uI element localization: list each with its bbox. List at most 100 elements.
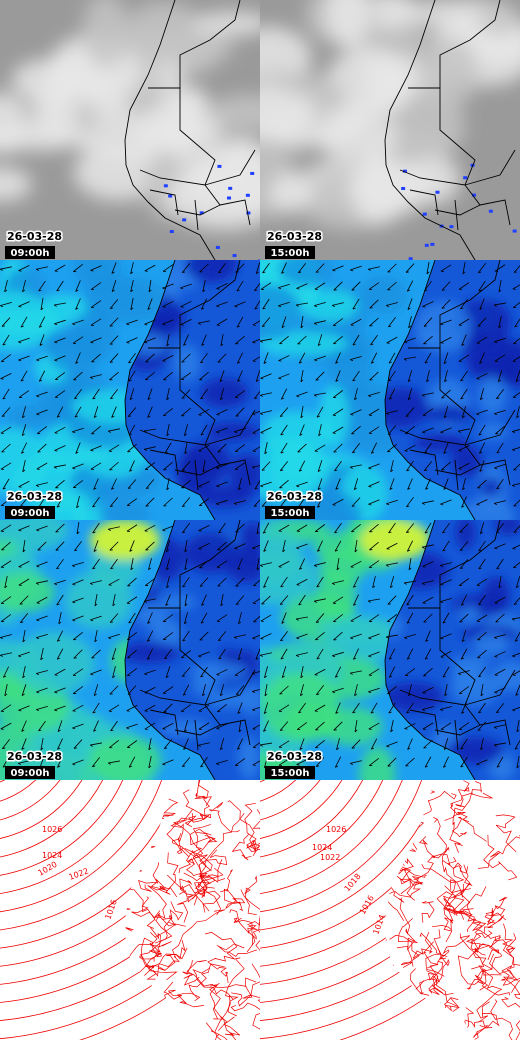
wind-arrow — [351, 281, 361, 291]
isobar — [423, 941, 439, 994]
wind-arrow — [278, 283, 290, 290]
wind-arrow — [40, 738, 44, 751]
wind-arrow — [280, 631, 288, 642]
clouds — [0, 0, 260, 230]
wind-arrow — [180, 300, 192, 308]
wind-arrow — [144, 578, 156, 586]
wind-arrow — [127, 443, 137, 453]
wind-arrow — [92, 496, 100, 508]
wind-arrow — [126, 668, 138, 677]
wind-arrow — [389, 478, 395, 490]
time-label: 15:00h — [271, 508, 310, 519]
wind-arrow — [54, 390, 66, 398]
time-label: 09:00h — [11, 248, 50, 259]
wind-arrow — [128, 352, 136, 364]
wind-arrow — [235, 685, 245, 696]
wind-arrow — [261, 461, 271, 471]
wind-arrow — [260, 426, 272, 434]
rain — [250, 171, 255, 175]
wind-arrow — [296, 391, 308, 398]
wind-arrow — [0, 652, 12, 657]
speed-zone — [359, 275, 408, 314]
wind-arrow — [332, 596, 344, 604]
wind-arrow — [75, 298, 81, 310]
wind-arrow — [108, 633, 120, 640]
wind-arrow — [478, 424, 486, 436]
isobar — [192, 967, 234, 1000]
isobar — [225, 957, 245, 1017]
wind-arrow — [440, 706, 452, 712]
wind-arrow — [351, 443, 361, 454]
wind-arrow — [442, 666, 450, 678]
wind-arrow — [426, 370, 430, 383]
wind-arrow — [406, 540, 414, 552]
isobar — [194, 780, 212, 807]
isobar — [459, 933, 502, 976]
wind-arrow — [56, 496, 64, 508]
wind-arrow — [1, 317, 11, 327]
wind-arrow — [372, 576, 376, 589]
wind-arrow — [369, 371, 379, 381]
wind-arrow — [460, 298, 468, 310]
wind-arrow — [318, 424, 322, 437]
wind-arrow — [54, 372, 66, 380]
wind-arrow — [109, 317, 119, 327]
wind-arrow — [480, 738, 484, 751]
wind-arrow — [260, 338, 272, 343]
wind-arrow — [219, 684, 225, 697]
wind-arrow — [423, 335, 433, 345]
wind-arrow — [0, 498, 12, 506]
speed-zone — [240, 521, 260, 564]
wind-arrow — [386, 741, 398, 748]
wind-speed — [0, 520, 162, 780]
wind-arrow — [0, 266, 12, 271]
wind-arrow — [252, 356, 260, 362]
wind-arrow — [496, 442, 504, 454]
wind-arrow — [300, 406, 304, 419]
speed-zone — [11, 631, 95, 695]
wind-arrow — [237, 702, 243, 714]
wind-arrow — [251, 465, 260, 469]
wind-arrow — [516, 406, 520, 419]
wind-arrow — [496, 558, 504, 570]
wind-arrow — [354, 540, 358, 553]
wind-arrow — [422, 687, 434, 694]
wind-arrow — [235, 577, 245, 587]
wind-arrow — [162, 525, 174, 532]
wind-arrow — [440, 722, 452, 730]
wind-arrow — [128, 370, 136, 382]
wind-arrow — [368, 560, 380, 568]
isobar — [426, 970, 459, 1003]
wind-arrow — [148, 756, 152, 769]
wind-arrow — [494, 500, 506, 505]
wind-arrow — [22, 630, 26, 643]
wind-arrow — [0, 462, 12, 470]
wind-arrow — [350, 560, 362, 568]
wind-arrow — [36, 482, 48, 487]
wind-arrow — [145, 541, 155, 551]
wind-arrow — [459, 541, 469, 551]
wind-arrow — [184, 594, 188, 607]
wind-arrow — [458, 318, 470, 326]
wind-arrow — [440, 562, 452, 567]
wind-arrow — [313, 598, 326, 603]
wind-arrow — [0, 302, 12, 308]
wind-arrow — [144, 722, 156, 730]
wind-arrow — [73, 371, 83, 381]
wind-arrow — [335, 478, 341, 490]
isobar — [192, 831, 211, 898]
wind-arrow — [18, 525, 30, 532]
wind-arrow — [109, 371, 119, 381]
wind-arrow — [458, 686, 470, 694]
wind-arrow — [162, 686, 174, 694]
wind-arrow — [38, 316, 46, 328]
wind-arrow — [2, 334, 10, 346]
wind-arrow — [260, 652, 272, 657]
wind-arrow — [386, 336, 398, 344]
wind-arrow — [181, 263, 191, 273]
wind-arrow — [352, 334, 360, 346]
wind-arrow — [370, 702, 378, 714]
wind-arrow — [217, 353, 227, 363]
cloud — [123, 29, 235, 66]
